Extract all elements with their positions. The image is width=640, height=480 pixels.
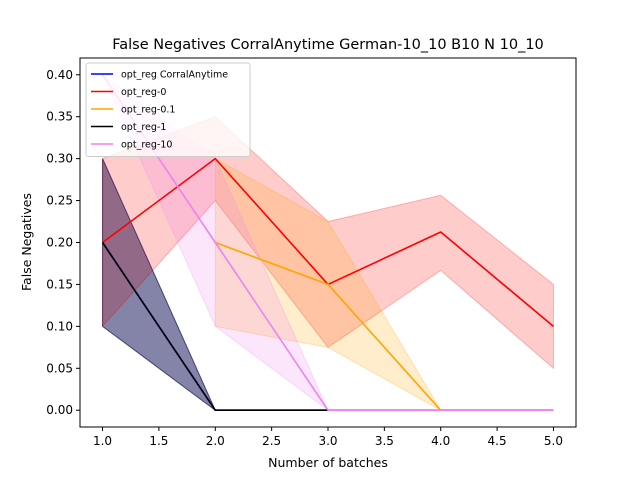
y-tick-label: 0.05 xyxy=(46,361,73,375)
x-axis-label: Number of batches xyxy=(268,455,388,470)
x-tick-label: 5.0 xyxy=(544,434,563,448)
confidence-bands xyxy=(101,73,554,411)
y-tick-label: 0.40 xyxy=(46,68,73,82)
y-axis-label: False Negatives xyxy=(19,193,34,291)
legend: opt_reg CorralAnytime opt_reg-0 opt_reg-0.… xyxy=(85,62,251,157)
y-tick-label: 0.30 xyxy=(46,152,73,166)
legend-label: opt_reg-1 xyxy=(121,122,166,133)
legend-label: opt_reg-10 xyxy=(121,140,172,151)
band-opt-reg-0 xyxy=(102,116,554,370)
y-axis-ticks: 0.00 0.05 0.10 0.15 0.20 0.25 0.30 0.35 0.40 xyxy=(46,68,80,417)
x-tick-label: 1.0 xyxy=(93,434,112,448)
x-tick-label: 2.5 xyxy=(262,434,281,448)
legend-label: opt_reg CorralAnytime xyxy=(121,70,228,81)
y-tick-label: 0.10 xyxy=(46,319,73,333)
legend-box xyxy=(85,62,251,157)
series-lines xyxy=(101,74,554,412)
y-tick-label: 0.15 xyxy=(46,277,73,291)
x-tick-label: 4.5 xyxy=(488,434,507,448)
x-tick-label: 3.5 xyxy=(375,434,394,448)
band-opt-reg-10 xyxy=(101,73,554,411)
y-tick-label: 0.25 xyxy=(46,194,73,208)
chart-title: False Negatives CorralAnytime German-10_… xyxy=(112,37,544,53)
line-opt-reg-1 xyxy=(101,242,328,412)
legend-label: opt_reg-0.1 xyxy=(121,105,175,116)
y-tick-label: 0.20 xyxy=(46,236,73,250)
x-tick-label: 1.5 xyxy=(149,434,168,448)
y-tick-label: 0.35 xyxy=(46,110,73,124)
x-tick-label: 3.0 xyxy=(318,434,337,448)
legend-label: opt_reg-0 xyxy=(121,87,166,98)
y-tick-label: 0.00 xyxy=(46,403,73,417)
x-tick-label: 2.0 xyxy=(206,434,225,448)
x-tick-label: 4.0 xyxy=(431,434,450,448)
x-axis-ticks: 1.0 1.5 2.0 2.5 3.0 3.5 4.0 4.5 5.0 xyxy=(93,427,563,448)
line-opt-reg-10 xyxy=(101,74,554,412)
